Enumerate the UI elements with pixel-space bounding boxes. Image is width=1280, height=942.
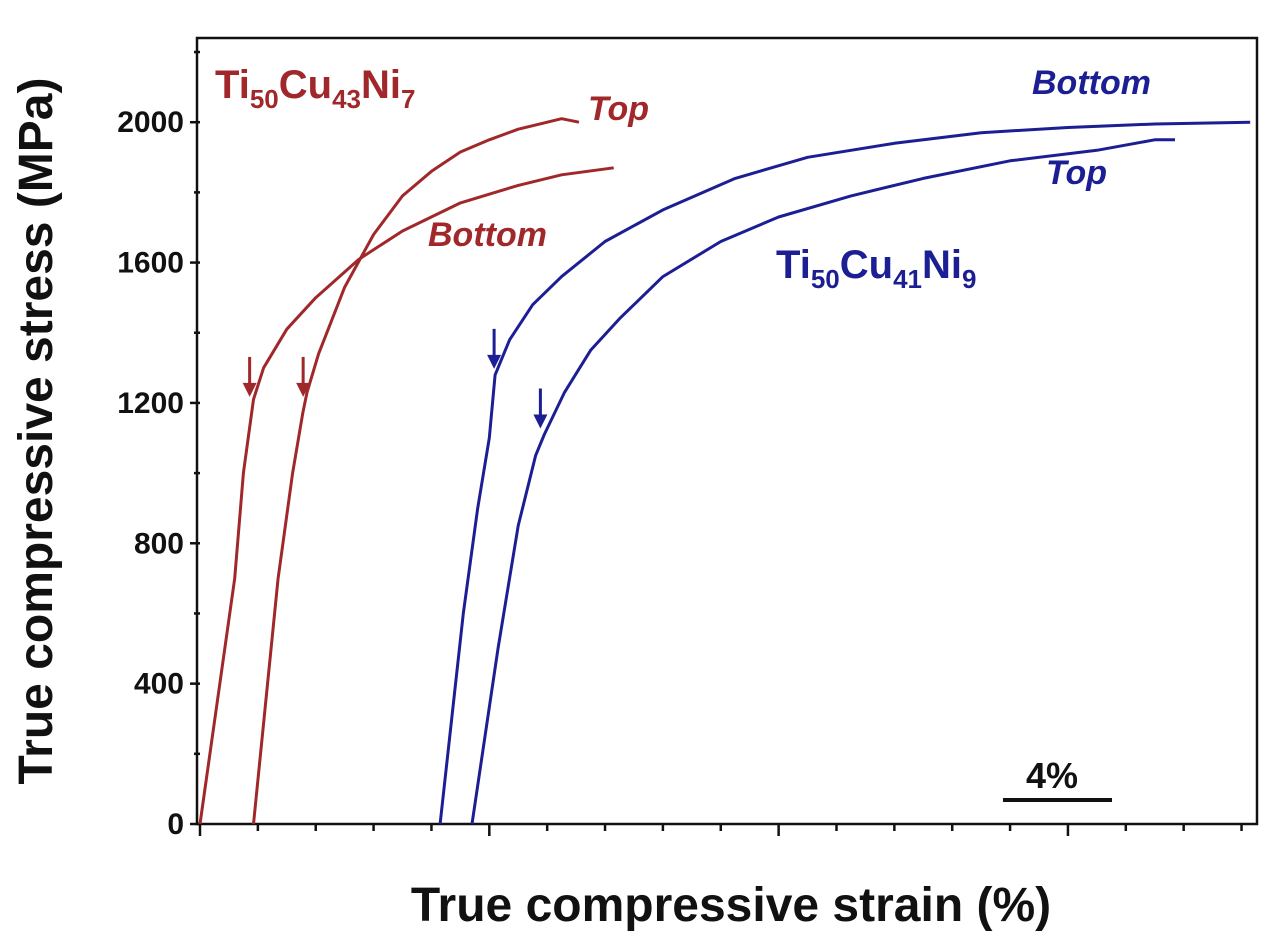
label-blue-top: Top <box>1046 154 1107 192</box>
alloy-blue-el1: Ti <box>776 243 811 287</box>
yield-arrow <box>487 328 502 369</box>
label-blue-bottom: Bottom <box>1032 64 1151 102</box>
label-red-top: Top <box>588 90 649 128</box>
alloy-red-el3: Ni <box>361 63 401 107</box>
curves <box>198 117 1251 825</box>
yield-arrow <box>533 388 548 429</box>
alloy-blue-s2: 41 <box>893 264 922 294</box>
alloy-red-s3: 7 <box>401 84 415 114</box>
alloy-red-el1: Ti <box>215 63 250 107</box>
curve-red-top <box>252 117 580 825</box>
alloy-red-s1: 50 <box>250 84 279 114</box>
yield-markers <box>242 328 548 429</box>
alloy-blue-el3: Ni <box>922 243 962 287</box>
y-axis-title: True compressive stress (MPa) <box>10 78 63 785</box>
y-tick-label: 400 <box>134 668 184 701</box>
alloy-blue-s3: 9 <box>962 264 976 294</box>
y-tick-label: 1600 <box>117 247 184 280</box>
y-axis: 0 400 800 1200 1600 2000 <box>117 50 200 841</box>
y-tick-label: 800 <box>134 527 184 560</box>
scale-bar-label: 4% <box>1026 755 1078 796</box>
alloy-blue-el2: Cu <box>840 243 893 287</box>
curve-blue-top <box>470 138 1175 825</box>
yield-arrow <box>296 356 311 397</box>
y-tick-label: 2000 <box>117 106 184 139</box>
alloy-label-blue: Ti50Cu41Ni9 <box>776 243 976 294</box>
x-axis-title: True compressive strain (%) <box>411 879 1051 932</box>
curve-red-bottom <box>198 166 614 825</box>
curve-blue-bottom <box>438 120 1251 825</box>
y-tick-label: 0 <box>167 808 184 841</box>
alloy-red-s2: 43 <box>332 84 361 114</box>
plot-frame <box>195 36 1259 826</box>
alloy-blue-s1: 50 <box>811 264 840 294</box>
y-tick-label: 1200 <box>117 387 184 420</box>
alloy-label-red: Ti50Cu43Ni7 <box>215 63 415 114</box>
label-red-bottom: Bottom <box>428 216 547 254</box>
yield-arrow <box>242 356 257 397</box>
x-axis <box>198 824 1243 836</box>
alloy-red-el2: Cu <box>279 63 332 107</box>
